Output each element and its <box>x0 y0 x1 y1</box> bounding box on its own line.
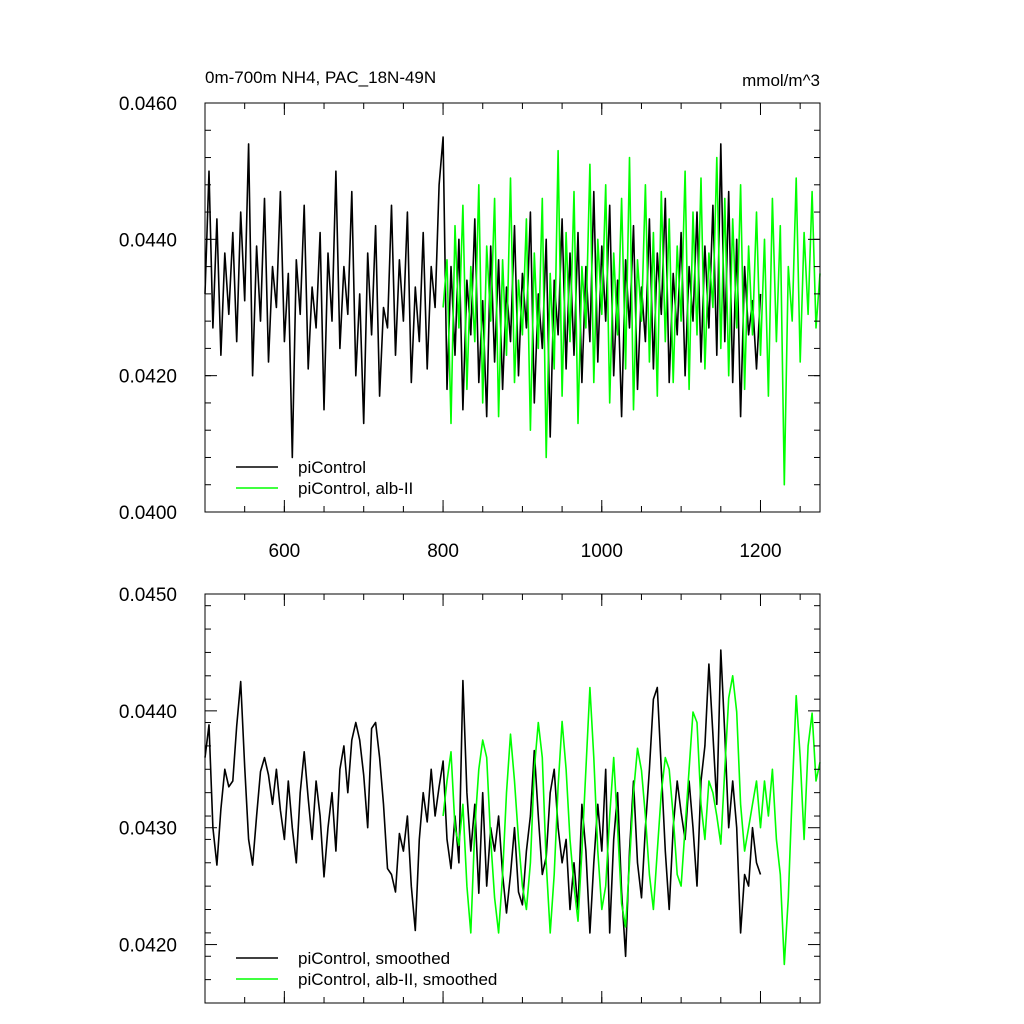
y-tick-label: 0.0440 <box>119 230 177 251</box>
y-tick-label: 0.0420 <box>119 367 177 388</box>
x-tick-label: 600 <box>269 541 301 562</box>
series-line-picontrol-smoothed <box>204 649 762 958</box>
series-line-picontrol-alb-ii-smoothed <box>442 674 821 966</box>
bottom-panel: 0.0420 0.0430 0.0440 0.0450 piControl, smoo… <box>119 585 821 1004</box>
legend-label: piControl, smoothed <box>298 949 450 968</box>
legend-label: piControl <box>298 458 366 477</box>
y-tick-label: 0.0400 <box>119 503 177 524</box>
series-line-picontrol-alb-ii <box>442 149 821 486</box>
y-tick-label: 0.0450 <box>119 585 177 606</box>
legend-label: piControl, alb-II, smoothed <box>298 970 497 989</box>
top-panel-title: 0m-700m NH4, PAC_18N-49N <box>205 68 436 87</box>
top-panel-units: mmol/m^3 <box>742 71 820 90</box>
bottom-legend: piControl, smoothed piControl, alb-II, sm… <box>236 949 497 989</box>
x-tick-label: 1200 <box>739 541 781 562</box>
series-line-picontrol <box>204 136 762 459</box>
top-panel: 0m-700m NH4, PAC_18N-49N mmol/m^3 0.0400… <box>119 68 821 562</box>
y-tick-label: 0.0420 <box>119 936 177 957</box>
legend-label: piControl, alb-II <box>298 479 413 498</box>
x-tick-label: 1000 <box>581 541 623 562</box>
top-legend: piControl piControl, alb-II <box>236 458 413 498</box>
y-tick-label: 0.0460 <box>119 94 177 115</box>
y-tick-label: 0.0440 <box>119 702 177 723</box>
bottom-plot-frame <box>204 593 821 1004</box>
y-tick-label: 0.0430 <box>119 819 177 840</box>
x-tick-label: 800 <box>427 541 459 562</box>
top-plot-frame <box>204 102 821 513</box>
